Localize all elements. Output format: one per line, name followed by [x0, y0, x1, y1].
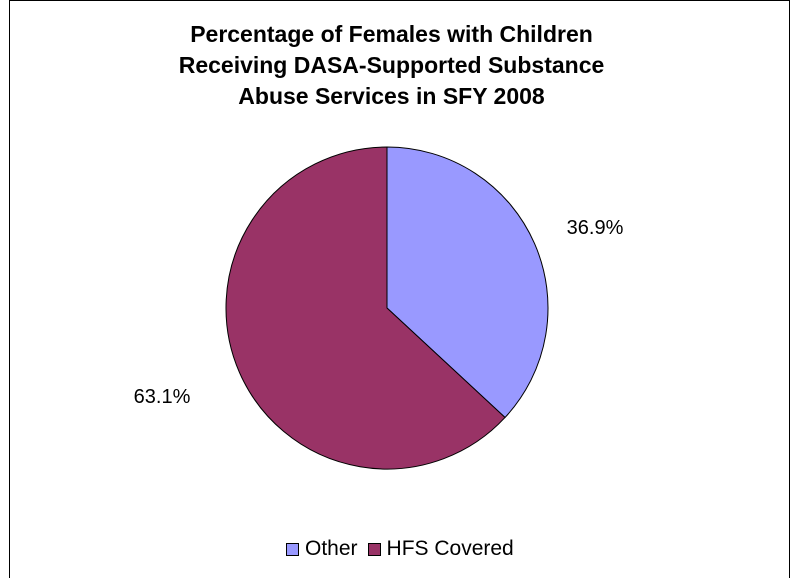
chart-title-line-1: Percentage of Females with Children — [190, 21, 593, 47]
pie-slice-hfs-covered — [225, 146, 506, 470]
legend-item-other: Other — [286, 537, 358, 561]
legend-item-hfs-covered: HFS Covered — [367, 537, 514, 561]
chart-frame: Percentage of Females with Children Rece… — [9, 0, 790, 578]
data-label-other: 36.9% — [567, 217, 624, 239]
pie-chart: 36.9% 63.1% — [134, 146, 624, 470]
legend-label-hfs-covered: HFS Covered — [386, 537, 514, 560]
data-label-hfs-covered: 63.1% — [134, 386, 191, 408]
legend: Other HFS Covered — [286, 534, 524, 564]
chart-title-line-2: Receiving DASA-Supported Substance — [178, 52, 605, 78]
chart-title-line-3: Abuse Services in SFY 2008 — [238, 83, 545, 109]
legend-swatch-other — [286, 542, 299, 556]
pie-slice-other — [386, 146, 549, 419]
legend-label-other: Other — [305, 537, 358, 560]
chart-title: Percentage of Females with Children Rece… — [10, 19, 773, 112]
legend-swatch-hfs-covered — [367, 542, 381, 556]
